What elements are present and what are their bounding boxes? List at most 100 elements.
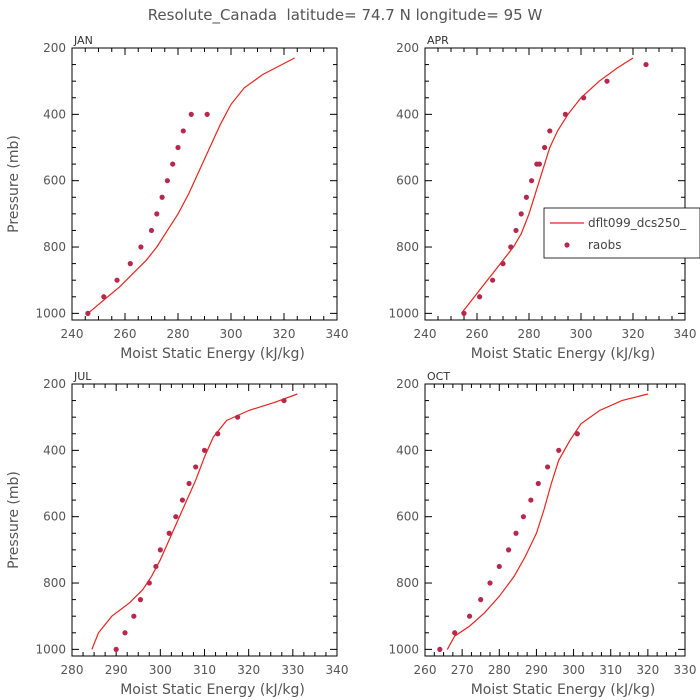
y-tick-label-oct: 1000 xyxy=(388,642,419,656)
x-tick-label-oct: 320 xyxy=(636,663,659,677)
y-tick-label-oct: 200 xyxy=(396,377,419,391)
raob-point-apr xyxy=(500,261,506,267)
raob-point-jul xyxy=(235,414,241,420)
raob-point-apr xyxy=(536,161,543,167)
legend-label-model: dflt099_dcs250_ xyxy=(588,216,687,230)
y-tick-label-oct: 400 xyxy=(396,443,419,457)
x-tick-label-jan: 340 xyxy=(326,327,349,341)
x-tick-label-apr: 260 xyxy=(466,327,489,341)
raob-point-apr xyxy=(477,294,483,300)
raob-point-apr xyxy=(513,227,519,234)
series-line-apr xyxy=(460,57,634,314)
raob-point-jan xyxy=(170,161,176,167)
raob-point-apr xyxy=(518,211,524,217)
raob-point-jul xyxy=(193,464,199,470)
plot-frame-apr xyxy=(424,47,686,321)
y-tick-label-apr: 400 xyxy=(396,107,419,121)
y-tick-label-apr: 800 xyxy=(396,240,419,254)
y-tick-label-jul: 600 xyxy=(43,510,66,524)
raob-point-jan xyxy=(204,111,210,117)
plot-frame-jan xyxy=(71,47,338,321)
x-tick-label-apr: 240 xyxy=(414,327,437,341)
raob-point-jul xyxy=(157,547,163,553)
raob-point-jul xyxy=(113,646,119,652)
raob-point-oct xyxy=(466,613,473,619)
y-tick-label-oct: 600 xyxy=(396,510,419,524)
plot-frame-jul xyxy=(71,383,338,657)
raob-point-apr xyxy=(490,277,496,283)
x-tick-label-jan: 240 xyxy=(61,327,84,341)
y-tick-label-apr: 200 xyxy=(396,41,419,55)
raob-point-jul xyxy=(281,397,287,404)
raob-point-jan xyxy=(101,294,107,300)
x-tick-label-jan: 320 xyxy=(273,327,296,341)
legend-label-raobs: raobs xyxy=(588,238,622,252)
raob-point-oct xyxy=(535,480,541,487)
y-tick-label-jul: 800 xyxy=(43,576,66,590)
x-tick-label-jul: 320 xyxy=(237,663,260,677)
panel-apr: APR 240 260 280 300 320 340 200 400 600 800 1000 Moi… xyxy=(388,34,700,362)
raob-point-oct xyxy=(520,514,527,520)
panel-label-jan: JAN xyxy=(73,34,93,47)
y-tick-label-jan: 400 xyxy=(43,107,66,121)
raob-point-apr xyxy=(581,95,587,101)
raob-point-oct xyxy=(487,580,493,586)
raob-point-apr xyxy=(547,128,553,134)
x-tick-label-oct: 290 xyxy=(525,663,548,677)
raob-point-oct xyxy=(496,563,502,570)
x-axis-label-apr: Moist Static Energy (kJ/kg) xyxy=(471,346,656,362)
raob-point-apr xyxy=(523,194,530,200)
raob-point-apr xyxy=(461,310,467,316)
raob-point-apr xyxy=(604,78,610,84)
panel-label-oct: OCT xyxy=(427,370,450,383)
raob-point-oct xyxy=(437,646,443,652)
raob-point-jan xyxy=(154,211,160,217)
raob-point-jan xyxy=(175,144,181,151)
raob-point-jul xyxy=(186,480,192,487)
panel-label-apr: APR xyxy=(427,34,449,47)
series-line-jul xyxy=(91,393,298,650)
raob-point-jan xyxy=(85,310,91,316)
raob-point-apr xyxy=(643,61,649,68)
y-tick-label-jan: 1000 xyxy=(35,306,66,320)
y-axis-label-jan: Pressure (mb) xyxy=(6,135,22,233)
raob-point-oct xyxy=(478,597,484,603)
y-axis-label-jul: Pressure (mb) xyxy=(6,471,22,569)
raob-point-oct xyxy=(556,447,562,453)
legend-dot-swatch xyxy=(564,242,570,248)
raob-point-jul xyxy=(122,630,128,636)
x-tick-label-oct: 330 xyxy=(674,663,697,677)
raob-point-jul xyxy=(173,514,179,520)
x-axis-label-jul: Moist Static Energy (kJ/kg) xyxy=(120,682,305,698)
raob-point-jan xyxy=(164,178,170,184)
y-tick-label-apr: 600 xyxy=(396,174,419,188)
raob-point-apr xyxy=(542,144,548,151)
raob-point-jul xyxy=(131,613,137,619)
panel-label-jul: JUL xyxy=(73,370,92,383)
x-tick-label-apr: 280 xyxy=(518,327,541,341)
x-tick-label-jul: 290 xyxy=(105,663,128,677)
y-tick-label-jul: 200 xyxy=(43,377,66,391)
x-axis-label-oct: Moist Static Energy (kJ/kg) xyxy=(471,682,656,698)
x-axis-label-jan: Moist Static Energy (kJ/kg) xyxy=(120,346,305,362)
raob-point-jul xyxy=(215,431,221,437)
y-tick-label-oct: 800 xyxy=(396,576,419,590)
y-tick-label-jul: 400 xyxy=(43,443,66,457)
y-tick-label-jan: 600 xyxy=(43,174,66,188)
panels: JAN 240 260 280 300 320 340 200 400 600 800 1000 Moi… xyxy=(6,34,700,698)
legend: dflt099_dcs250_raobs xyxy=(543,207,700,259)
x-tick-label-jul: 340 xyxy=(326,663,349,677)
raob-point-oct xyxy=(574,431,580,437)
x-tick-label-jul: 280 xyxy=(61,663,84,677)
figure-title: Resolute_Canada latitude= 74.7 N longitu… xyxy=(148,6,543,25)
x-tick-label-oct: 280 xyxy=(488,663,511,677)
panel-jan: JAN 240 260 280 300 320 340 200 400 600 800 1000 Moi… xyxy=(6,34,348,362)
x-tick-label-jul: 310 xyxy=(193,663,216,677)
raob-point-jul xyxy=(153,563,159,570)
x-tick-label-oct: 260 xyxy=(414,663,437,677)
raob-point-jul xyxy=(146,580,152,586)
raob-point-jul xyxy=(201,447,208,453)
x-tick-label-jan: 300 xyxy=(220,327,243,341)
panel-oct: OCT 260 270 280 290 300 310 320 330 200 400 600 800 1… xyxy=(388,370,696,698)
raob-point-jan xyxy=(188,111,194,117)
